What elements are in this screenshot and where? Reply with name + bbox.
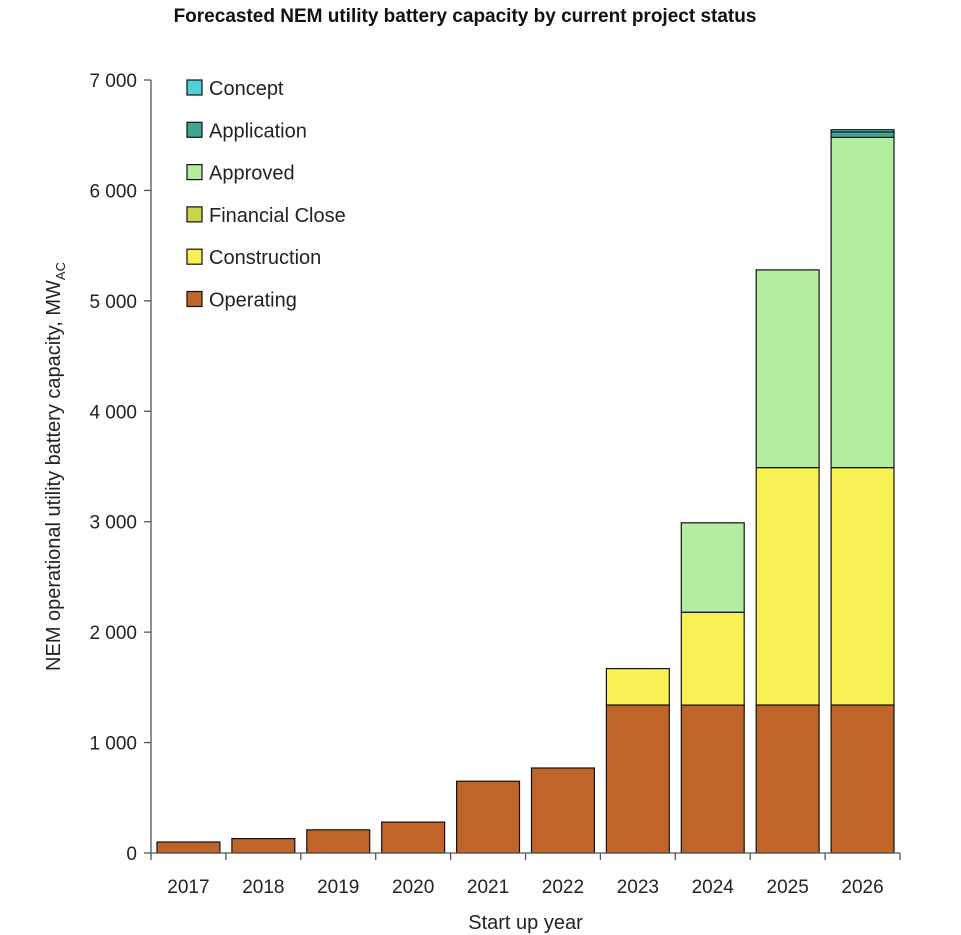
legend-layer: Concept Application Approved Financial Clos… [186, 78, 346, 312]
y-tick-label: 3 000 [89, 513, 137, 534]
axes-layer: 0 1 000 2 000 3 000 4 000 5 000 6 000 7 000 2017… [43, 71, 901, 934]
x-tick-label: 2021 [467, 877, 509, 898]
legend-swatch-approved [186, 164, 203, 181]
x-tick-label: 2019 [317, 877, 359, 898]
legend-label-approved: Approved [209, 163, 295, 185]
bar-operating-2021 [456, 780, 521, 854]
bar-approved-2025 [755, 269, 820, 469]
y-tick-label: 6 000 [89, 181, 137, 202]
bar-approved-2024 [680, 522, 745, 613]
x-tick-label: 2024 [692, 877, 735, 898]
x-tick-label: 2020 [392, 877, 434, 898]
bar-operating-2023 [605, 704, 670, 854]
bar-operating-2026 [830, 704, 895, 854]
bar-operating-2018 [231, 837, 296, 854]
y-tick-label: 0 [126, 844, 137, 865]
y-tick-label: 7 000 [89, 71, 137, 92]
legend-label-financial-close: Financial Close [209, 205, 346, 227]
legend-swatch-concept [186, 79, 203, 96]
legend-label-construction: Construction [209, 247, 321, 269]
legend-label-application: Application [209, 120, 307, 142]
bar-operating-2020 [381, 821, 446, 854]
legend-swatch-financial-close [186, 206, 203, 223]
bar-operating-2019 [306, 829, 371, 854]
y-tick-label: 1 000 [89, 734, 137, 755]
x-tick-label: 2023 [617, 877, 659, 898]
bar-construction-2026 [830, 467, 895, 706]
legend-label-operating: Operating [209, 290, 297, 312]
bar-concept-2026 [830, 129, 895, 133]
bar-operating-2022 [530, 767, 596, 854]
bars-layer [156, 129, 895, 854]
x-tick-label: 2022 [542, 877, 584, 898]
bar-approved-2026 [830, 136, 895, 469]
x-axis-label: Start up year [468, 912, 583, 934]
x-tick-label: 2017 [167, 877, 209, 898]
legend-swatch-construction [186, 248, 203, 265]
bar-operating-2024 [680, 704, 745, 854]
x-tick-label: 2025 [767, 877, 809, 898]
x-tick-label: 2018 [242, 877, 284, 898]
chart-title: Forecasted NEM utility battery capacity … [173, 6, 757, 27]
y-axis-label: NEM operational utility battery capacity… [43, 262, 68, 671]
bar-construction-2023 [605, 667, 670, 706]
y-tick-label: 4 000 [89, 402, 137, 423]
legend-swatch-operating [186, 290, 203, 308]
y-tick-label: 5 000 [89, 292, 137, 313]
bar-construction-2025 [755, 467, 820, 706]
legend-label-concept: Concept [209, 78, 284, 100]
bar-construction-2024 [680, 611, 745, 706]
bar-operating-2025 [755, 704, 820, 854]
y-tick-label: 2 000 [89, 623, 137, 644]
bar-application-2026 [830, 131, 895, 138]
bar-operating-2017 [156, 841, 221, 854]
legend-swatch-application [186, 121, 203, 138]
x-tick-label: 2026 [841, 877, 883, 898]
